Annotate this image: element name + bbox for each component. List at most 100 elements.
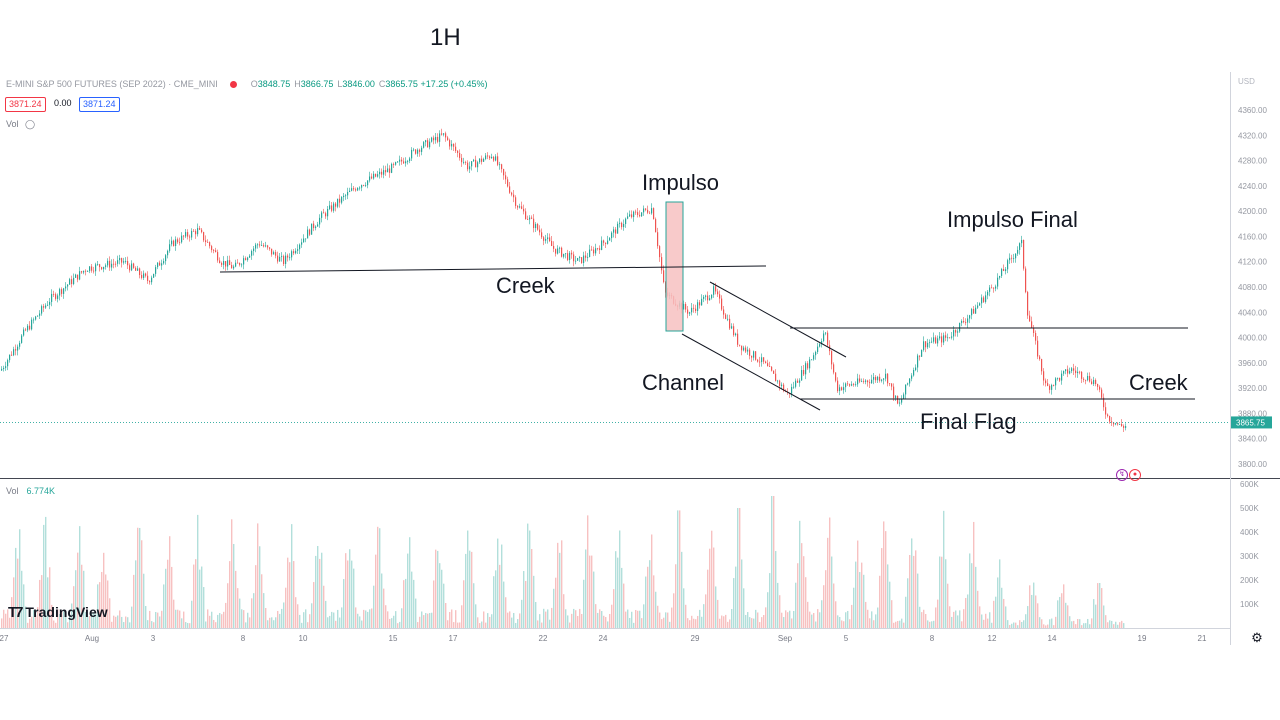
- price-candle: [381, 171, 383, 175]
- price-candle: [625, 218, 627, 224]
- price-candle: [1011, 257, 1013, 259]
- volume-bar: [265, 607, 267, 628]
- price-candle: [305, 238, 307, 240]
- volume-bar: [211, 611, 213, 628]
- volume-legend-top[interactable]: Vol ◯: [6, 119, 35, 130]
- price-candle: [1083, 378, 1085, 380]
- price-candle: [929, 342, 931, 344]
- volume-bar: [277, 610, 279, 628]
- price-candle: [435, 136, 437, 141]
- volume-bar: [711, 530, 713, 628]
- volume-bar: [991, 622, 993, 628]
- price-candle: [1091, 381, 1093, 385]
- volume-bar: [843, 621, 845, 628]
- price-candle: [385, 170, 387, 173]
- price-candle: [685, 303, 687, 310]
- volume-bar: [1063, 584, 1065, 628]
- price-candle: [257, 244, 259, 246]
- volume-bar: [333, 612, 335, 628]
- volume-bar: [593, 571, 595, 628]
- chart-event-icons[interactable]: ↯ ●: [1116, 463, 1142, 481]
- volume-bar: [821, 600, 823, 628]
- price-candle: [629, 214, 631, 217]
- price-candle: [799, 380, 801, 383]
- volume-bar: [583, 579, 585, 628]
- volume-bar: [981, 614, 983, 628]
- price-candle: [399, 159, 401, 162]
- price-candle: [409, 158, 411, 161]
- time-tick-label: 15: [389, 634, 398, 643]
- price-candle: [697, 302, 699, 311]
- volume-bar: [685, 604, 687, 628]
- volume-bar: [1051, 618, 1053, 628]
- price-candle: [129, 265, 131, 271]
- volume-bar: [1019, 620, 1021, 628]
- symbol-legend[interactable]: E-MINI S&P 500 FUTURES (SEP 2022) · CME_…: [6, 79, 488, 89]
- eye-off-icon[interactable]: ◯: [25, 119, 36, 129]
- volume-bar: [511, 617, 513, 628]
- price-candle: [167, 250, 169, 256]
- price-candle: [207, 241, 209, 243]
- price-candle: [355, 189, 357, 191]
- price-candle: [19, 342, 21, 347]
- price-candle: [567, 253, 569, 261]
- price-candle: [1103, 397, 1105, 408]
- volume-bar: [909, 555, 911, 628]
- volume-bar: [331, 611, 333, 628]
- price-candle: [841, 387, 843, 391]
- buy-price-button[interactable]: 3871.24: [79, 97, 120, 112]
- volume-bar: [485, 622, 487, 628]
- price-candle: [349, 190, 351, 192]
- volume-bar: [103, 552, 105, 628]
- price-candle: [131, 263, 133, 271]
- price-candle: [559, 247, 561, 249]
- volume-bar: [1053, 625, 1055, 628]
- volume-bar: [109, 598, 111, 628]
- gear-icon[interactable]: ⚙: [1251, 630, 1263, 645]
- price-candle: [735, 333, 737, 336]
- volume-bar: [753, 618, 755, 628]
- volume-bar: [349, 549, 351, 628]
- time-tick-label: 24: [599, 634, 608, 643]
- volume-bar: [55, 622, 57, 628]
- volume-bar: [575, 610, 577, 628]
- volume-bar: [53, 620, 55, 628]
- volume-bar: [655, 591, 657, 628]
- price-candle: [875, 377, 877, 381]
- price-candle: [103, 266, 105, 270]
- volume-bar: [979, 606, 981, 628]
- price-candle: [475, 159, 477, 168]
- price-candle: [1041, 359, 1043, 372]
- volume-bar: [859, 572, 861, 628]
- volume-bar: [993, 600, 995, 628]
- volume-bar: [569, 622, 571, 628]
- volume-bar: [259, 546, 261, 628]
- price-candle: [717, 291, 719, 295]
- flash-icon[interactable]: ↯: [1116, 469, 1128, 481]
- price-candle: [397, 161, 399, 163]
- price-candle: [369, 176, 371, 181]
- price-candle: [497, 156, 499, 165]
- tv-logo-icon: T7: [8, 604, 23, 621]
- price-candle: [387, 168, 389, 173]
- price-tick-label: 4360.00: [1238, 106, 1267, 115]
- symbol-title[interactable]: E-MINI S&P 500 FUTURES (SEP 2022) · CME_…: [6, 79, 218, 89]
- price-candle: [853, 384, 855, 385]
- volume-bar: [959, 610, 961, 628]
- sell-price-button[interactable]: 3871.24: [5, 97, 46, 112]
- price-candle: [91, 266, 93, 271]
- volume-bar: [1071, 621, 1073, 628]
- volume-bar: [1081, 625, 1083, 628]
- price-candle: [339, 198, 341, 203]
- price-candle: [55, 294, 57, 299]
- volume-bar: [1101, 588, 1103, 628]
- volume-bar: [433, 580, 435, 628]
- price-candle: [783, 384, 785, 391]
- tradingview-logo[interactable]: T7 TradingView: [8, 604, 108, 621]
- lock-icon[interactable]: ●: [1129, 469, 1141, 481]
- price-candle: [413, 149, 415, 151]
- volume-bar: [851, 604, 853, 628]
- volume-bar: [137, 527, 139, 628]
- volume-bar: [913, 555, 915, 628]
